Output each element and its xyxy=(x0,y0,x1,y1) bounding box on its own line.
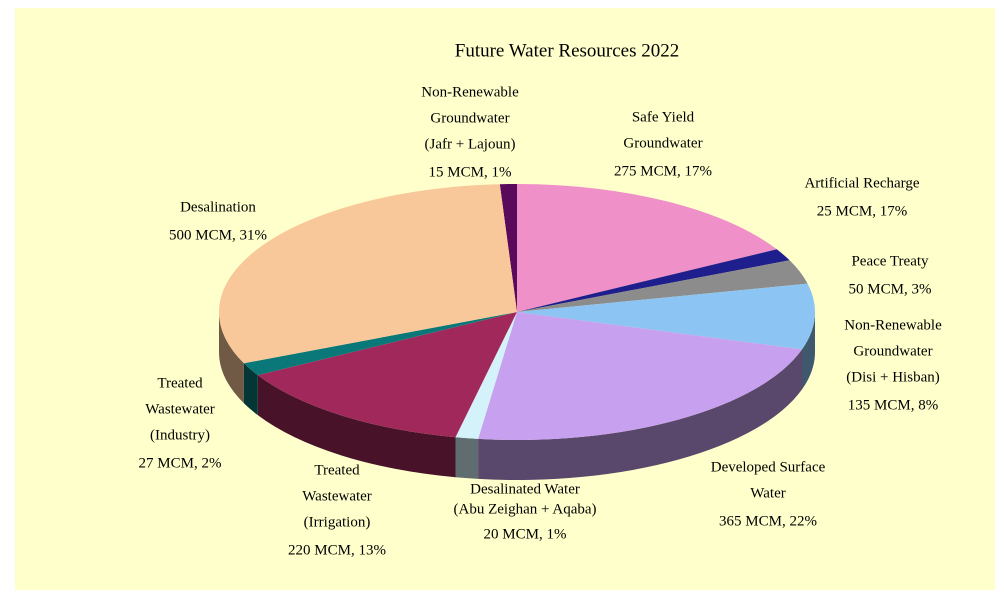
value-label: 135 MCM, 8% xyxy=(848,397,938,413)
value-label: 50 MCM, 3% xyxy=(849,281,932,297)
slice-label: (Industry) xyxy=(150,427,210,443)
slice-label: Groundwater xyxy=(853,343,932,359)
slice-label: (Irrigation) xyxy=(304,514,371,530)
slice-side xyxy=(243,363,258,416)
slice-side xyxy=(478,349,803,480)
slice xyxy=(455,312,517,439)
slice-label: Treated xyxy=(157,375,203,391)
pie-sides xyxy=(219,312,815,480)
slice-label: (Disi + Hisban) xyxy=(846,369,939,385)
value-label: 365 MCM, 22% xyxy=(719,513,817,529)
slice-label: Peace Treaty xyxy=(851,253,929,269)
slice-label: Water xyxy=(750,485,785,501)
slice-label: Treated xyxy=(314,462,360,478)
chart-title: Future Water Resources 2022 xyxy=(455,40,679,61)
slice-label: Artificial Recharge xyxy=(804,175,919,191)
value-label: 500 MCM, 31% xyxy=(169,227,267,243)
slice-label: Desalination xyxy=(180,199,256,215)
slice xyxy=(517,283,815,350)
slice-side xyxy=(455,437,479,479)
value-label: 15 MCM, 1% xyxy=(429,164,512,180)
slice-label: Safe Yield xyxy=(632,109,695,125)
slice-label: Non-Renewable xyxy=(421,84,519,100)
slice-label: Wastewater xyxy=(145,401,215,417)
value-label: 27 MCM, 2% xyxy=(139,455,222,471)
slice-label: Wastewater xyxy=(302,488,372,504)
slice xyxy=(257,312,517,438)
slice-side xyxy=(219,312,244,404)
slice xyxy=(499,184,517,312)
slice xyxy=(478,312,803,440)
slice-label: Desalinated Water xyxy=(470,481,580,497)
pie-tops xyxy=(218,184,815,440)
slice-label: (Abu Zeighan + Aqaba) xyxy=(454,501,597,517)
value-label: 20 MCM, 1% xyxy=(484,526,567,542)
slice-label: Developed Surface xyxy=(711,459,826,475)
slice-label: Groundwater xyxy=(623,135,702,151)
slice xyxy=(243,312,517,376)
value-label: 220 MCM, 13% xyxy=(288,542,386,558)
slice xyxy=(218,184,517,364)
slice-side xyxy=(802,312,815,390)
slice-label: Groundwater xyxy=(430,110,509,126)
labels: Non-Renewable Groundwater (Jafr + Lajoun) 1… xyxy=(139,84,943,558)
slice-side xyxy=(257,375,456,478)
slice-label: (Jafr + Lajoun) xyxy=(425,136,516,152)
value-label: 25 MCM, 17% xyxy=(817,203,907,219)
slice xyxy=(517,184,777,312)
slice xyxy=(517,260,808,312)
slice-label: Non-Renewable xyxy=(844,317,942,333)
slice xyxy=(517,249,790,312)
value-label: 275 MCM, 17% xyxy=(614,163,712,179)
